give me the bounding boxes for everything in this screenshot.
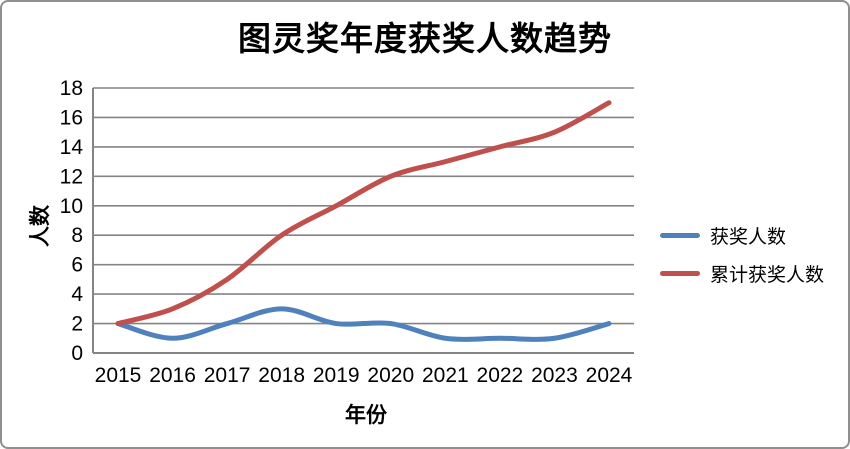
legend-label: 累计获奖人数	[710, 265, 825, 286]
x-tick-label: 2020	[367, 364, 414, 387]
series-line-0	[115, 306, 612, 342]
y-tick-label: 0	[71, 342, 83, 365]
x-tick-label: 2021	[422, 364, 469, 387]
x-axis-title: 年份	[345, 404, 387, 427]
x-tick-label: 2023	[531, 364, 578, 387]
x-tick-label: 2016	[149, 364, 196, 387]
y-tick-label: 14	[60, 136, 84, 159]
chart-legend: 获奖人数累计获奖人数	[660, 222, 824, 287]
y-tick-label: 2	[71, 313, 83, 336]
y-tick-label: 4	[71, 283, 83, 306]
series-line-1	[115, 100, 612, 327]
legend-line-swatch	[660, 233, 700, 238]
y-tick-label: 8	[71, 224, 83, 247]
x-tick-label: 2017	[204, 364, 251, 387]
y-tick-label: 12	[60, 165, 83, 188]
x-tick-label: 2024	[586, 364, 633, 387]
x-tick-label: 2019	[313, 364, 360, 387]
x-tick-label: 2022	[477, 364, 524, 387]
legend-line-swatch	[660, 271, 700, 276]
y-tick-label: 6	[71, 254, 83, 277]
x-tick-label: 2018	[258, 364, 305, 387]
legend-item: 累计获奖人数	[660, 260, 824, 287]
legend-item: 获奖人数	[660, 222, 824, 249]
y-tick-label: 10	[60, 195, 83, 218]
y-tick-label: 16	[60, 106, 83, 129]
x-tick-label: 2015	[95, 364, 142, 387]
y-tick-label: 18	[60, 77, 83, 100]
legend-label: 获奖人数	[710, 227, 787, 248]
chart-title: 图灵奖年度获奖人数趋势	[238, 20, 612, 57]
